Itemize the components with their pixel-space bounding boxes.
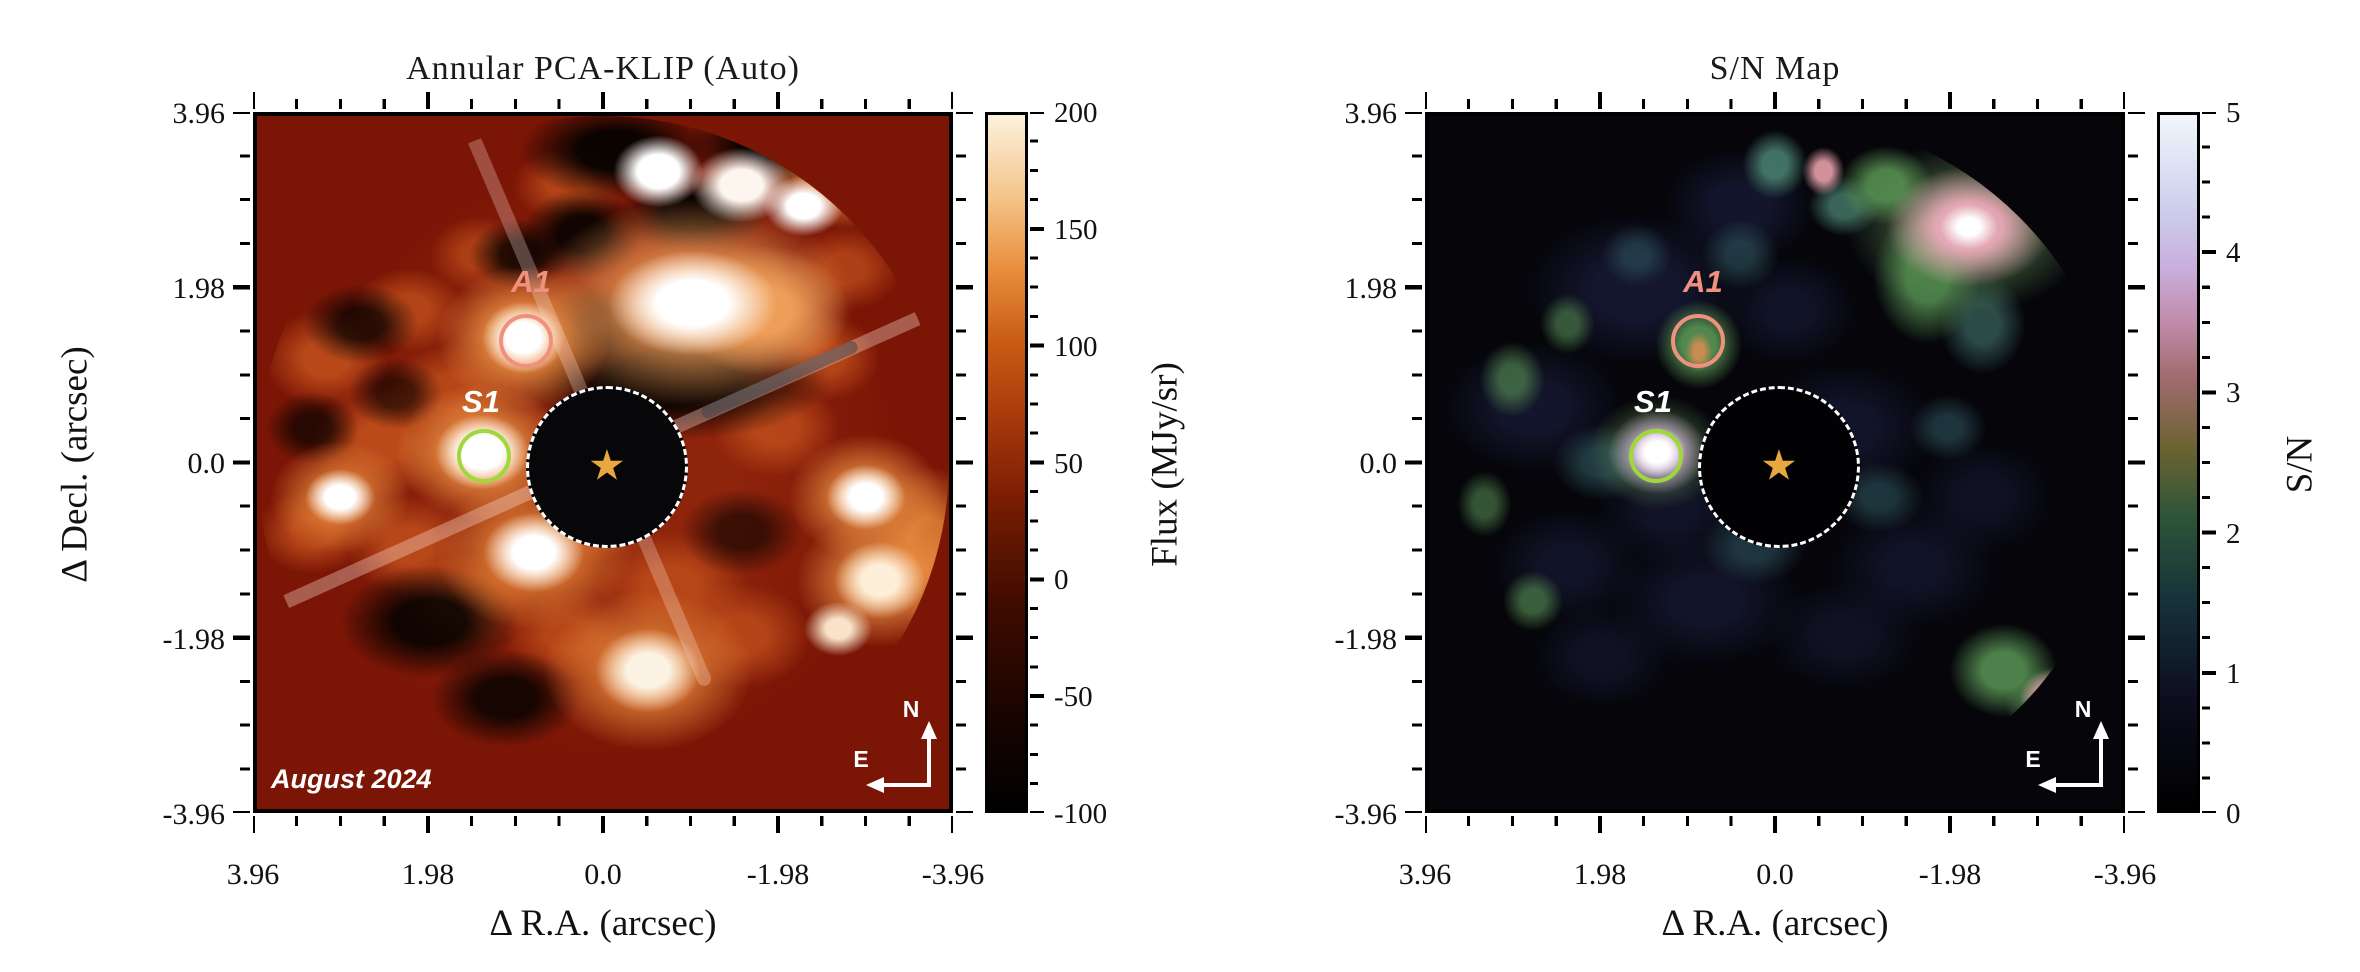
flux-panel-title: Annular PCA-KLIP (Auto) xyxy=(406,50,800,87)
snr-colorbar xyxy=(2157,112,2200,813)
flux-cbtick-3: 50 xyxy=(1054,448,1083,480)
flux-colorbar xyxy=(985,112,1028,813)
snr-ytick-0: 3.96 xyxy=(1344,97,1398,130)
s1-label: S1 xyxy=(462,384,500,419)
flux-cbtick-4: 0 xyxy=(1054,564,1069,596)
star-marker-icon: ★ xyxy=(588,440,626,490)
snr-ytick-2: 0.0 xyxy=(1359,447,1398,480)
flux-ytick-4: -3.96 xyxy=(162,798,226,831)
flux-xtick-4: -3.96 xyxy=(921,858,985,891)
flux-ytick-1: 1.98 xyxy=(172,272,226,305)
flux-cbtick-1: 150 xyxy=(1054,214,1098,246)
snr-xtick-4: -3.96 xyxy=(2093,858,2157,891)
flux-ytick-3: -1.98 xyxy=(162,623,226,656)
snr-yaxis-right-major-ticks xyxy=(2128,112,2145,813)
compass-arrows-icon xyxy=(866,721,937,793)
flux-cbtick-6: -100 xyxy=(1054,798,1108,830)
snr-panel-title: S/N Map xyxy=(1709,50,1841,87)
snr-xtick-0: 3.96 xyxy=(1398,858,1452,891)
star-marker-icon: ★ xyxy=(1760,440,1798,490)
snr-xtick-1: 1.98 xyxy=(1573,858,1627,891)
snr-colorbar-label: S/N xyxy=(2279,435,2321,494)
compass-north-label: N xyxy=(2074,696,2092,722)
coronagraph-mask-circle xyxy=(526,386,688,548)
compass-arrows-icon xyxy=(2038,721,2109,793)
s1-label: S1 xyxy=(1634,384,1672,419)
flux-cbtick-2: 100 xyxy=(1054,331,1098,363)
flux-yaxis-right-major-ticks xyxy=(956,112,973,813)
snr-xtick-2: 0.0 xyxy=(1756,858,1794,891)
snr-yaxis-left-major-ticks xyxy=(1405,112,1422,813)
a1-label: A1 xyxy=(1683,264,1723,299)
flux-cbtick-0: 200 xyxy=(1054,97,1098,129)
a1-label: A1 xyxy=(511,264,551,299)
flux-yaxis-left-major-ticks xyxy=(233,112,250,813)
flux-xaxis-bottom-major-ticks xyxy=(253,816,953,833)
flux-panel-plot: ★ A1 S1 August 2024 N E xyxy=(253,112,953,813)
a1-source-circle xyxy=(1671,314,1725,368)
snr-xaxis-bottom-major-ticks xyxy=(1425,816,2125,833)
snr-xtick-3: -1.98 xyxy=(1918,858,1982,891)
snr-ytick-4: -3.96 xyxy=(1334,798,1398,831)
snr-cbtick-3: 2 xyxy=(2226,518,2241,550)
flux-xtick-1: 1.98 xyxy=(401,858,455,891)
s1-source-circle xyxy=(1629,429,1683,483)
epoch-label: August 2024 xyxy=(271,764,432,794)
snr-cbtick-4: 1 xyxy=(2226,658,2241,690)
snr-ytick-1: 1.98 xyxy=(1344,272,1398,305)
flux-xaxis-label: Δ R.A. (arcsec) xyxy=(489,903,717,944)
flux-colorbar-label: Flux (MJy/sr) xyxy=(1144,362,1186,567)
coronagraph-mask-circle xyxy=(1698,386,1860,548)
snr-cbtick-0: 5 xyxy=(2226,97,2241,129)
flux-cbtick-5: -50 xyxy=(1054,681,1093,713)
snr-xaxis-label: Δ R.A. (arcsec) xyxy=(1661,903,1889,944)
snr-cbtick-1: 4 xyxy=(2226,237,2241,269)
flux-xaxis-top-major-ticks xyxy=(253,92,953,109)
flux-xtick-0: 3.96 xyxy=(226,858,280,891)
snr-ytick-3: -1.98 xyxy=(1334,623,1398,656)
snr-panel-plot: ★ A1 S1 N E xyxy=(1425,112,2125,813)
compass-east-label: E xyxy=(2025,746,2041,772)
snr-cbtick-2: 3 xyxy=(2226,377,2241,409)
compass-north-label: N xyxy=(902,696,920,722)
flux-xtick-2: 0.0 xyxy=(584,858,622,891)
flux-ytick-0: 3.96 xyxy=(172,97,226,130)
snr-xaxis-top-major-ticks xyxy=(1425,92,2125,109)
snr-colorbar-major-ticks xyxy=(2202,112,2216,813)
a1-source-circle xyxy=(499,314,553,368)
snr-cbtick-5: 0 xyxy=(2226,798,2241,830)
flux-yaxis-label: Δ Decl. (arcsec) xyxy=(54,346,96,583)
flux-ytick-2: 0.0 xyxy=(187,447,226,480)
flux-colorbar-major-ticks xyxy=(1030,112,1044,813)
flux-xtick-3: -1.98 xyxy=(746,858,810,891)
s1-source-circle xyxy=(457,429,511,483)
compass-east-label: E xyxy=(853,746,869,772)
